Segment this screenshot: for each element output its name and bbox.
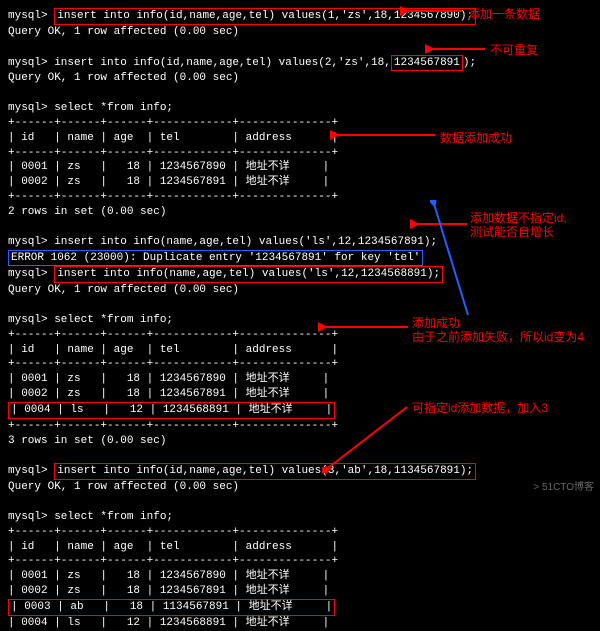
- highlight-box: insert into info(id,name,age,tel) values…: [54, 463, 476, 480]
- table-header: | id | name | age | tel | address |: [8, 540, 592, 555]
- table-sep: +------+------+------+------------+-----…: [8, 116, 592, 131]
- table-row: | 0004 | ls | 12 | 1234568891 | 地址不详 |: [8, 616, 592, 631]
- table-sep: +------+------+------+------------+-----…: [8, 419, 592, 434]
- table-sep: +------+------+------+------------+-----…: [8, 146, 592, 161]
- table-row: | 0003 | ab | 18 | 1134567891 | 地址不详 |: [8, 599, 592, 616]
- terminal-output: mysql> insert into info(id,name,age,tel)…: [8, 8, 592, 631]
- cmd-line: mysql> select *from info;: [8, 101, 592, 116]
- annotation: 数据添加成功: [440, 130, 512, 146]
- table-row: | 0001 | zs | 18 | 1234567890 | 地址不详 |: [8, 569, 592, 584]
- cmd-line: mysql> select *from info;: [8, 510, 592, 525]
- annotation: 由于之前添加失败，所以id变为4: [412, 329, 584, 345]
- table-row: | 0001 | zs | 18 | 1234567890 | 地址不详 |: [8, 160, 592, 175]
- table-sep: +------+------+------+------------+-----…: [8, 554, 592, 569]
- result-line: 3 rows in set (0.00 sec): [8, 434, 592, 449]
- table-row: | 0002 | zs | 18 | 1234567891 | 地址不详 |: [8, 584, 592, 599]
- highlight-box: insert into info(id,name,age,tel) values…: [54, 8, 476, 25]
- result-line: Query OK, 1 row affected (0.00 sec): [8, 71, 592, 86]
- cmd-line: mysql> insert into info(name,age,tel) va…: [8, 266, 592, 283]
- highlight-box: 1234567891: [391, 55, 463, 72]
- table-sep: +------+------+------+------------+-----…: [8, 525, 592, 540]
- error-line: ERROR 1062 (23000): Duplicate entry '123…: [8, 250, 592, 267]
- table-row: | 0001 | zs | 18 | 1234567890 | 地址不详 |: [8, 372, 592, 387]
- cmd-line: mysql> select *from info;: [8, 313, 592, 328]
- highlight-box-blue: ERROR 1062 (23000): Duplicate entry '123…: [8, 250, 423, 267]
- result-line: Query OK, 1 row affected (0.00 sec): [8, 480, 592, 495]
- annotation: 添加一条数据: [468, 6, 540, 22]
- highlight-box: | 0003 | ab | 18 | 1134567891 | 地址不详 |: [8, 599, 335, 616]
- highlight-box: | 0004 | ls | 12 | 1234568891 | 地址不详 |: [8, 402, 335, 419]
- table-row: | 0002 | zs | 18 | 1234567891 | 地址不详 |: [8, 175, 592, 190]
- table-sep: +------+------+------+------------+-----…: [8, 357, 592, 372]
- annotation: 不可重复: [490, 42, 538, 58]
- watermark: > 51CTO博客: [533, 481, 594, 495]
- annotation: 可指定id添加数据，加入3: [412, 400, 548, 416]
- table-sep: +------+------+------+------------+-----…: [8, 190, 592, 205]
- highlight-box: insert into info(name,age,tel) values('l…: [54, 266, 443, 283]
- result-line: Query OK, 1 row affected (0.00 sec): [8, 25, 592, 40]
- cmd-line: mysql> insert into info(id,name,age,tel)…: [8, 463, 592, 480]
- result-line: Query OK, 1 row affected (0.00 sec): [8, 283, 592, 298]
- annotation: 测试能否自增长: [470, 224, 554, 240]
